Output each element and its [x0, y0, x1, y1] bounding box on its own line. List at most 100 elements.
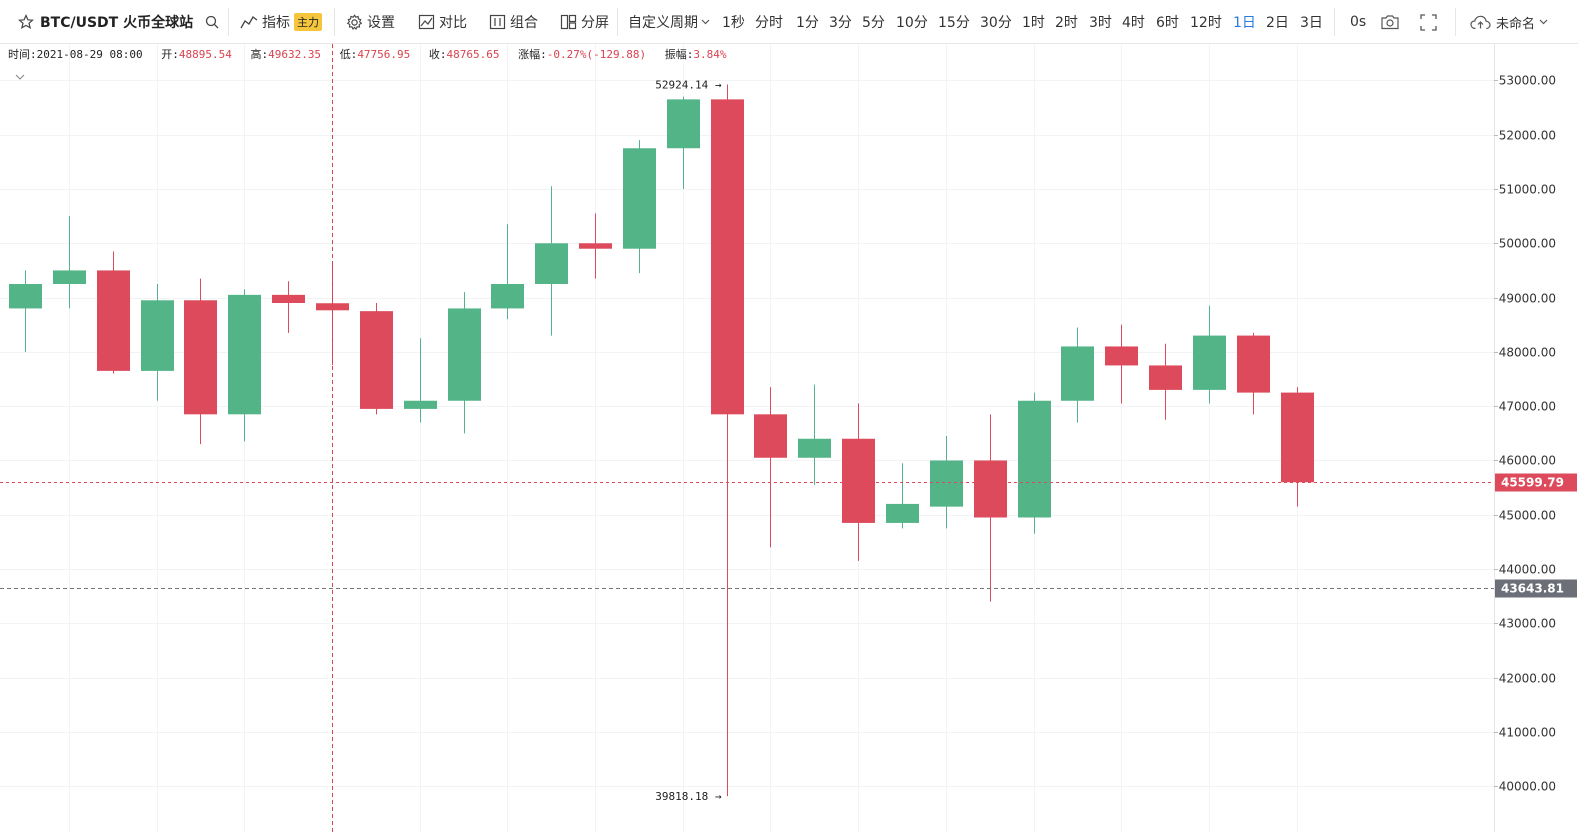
period-item[interactable]: 1时: [1022, 0, 1045, 44]
y-tick-label: 50000.00: [1499, 237, 1556, 251]
period-item-active[interactable]: 1日: [1233, 0, 1256, 44]
high-price-marker: 52924.14 →: [655, 78, 722, 91]
period-item[interactable]: 12时: [1190, 0, 1222, 44]
screenshot-button[interactable]: [1380, 0, 1400, 44]
toolbar-divider: [334, 8, 335, 36]
low-label: 低:: [339, 48, 358, 61]
period-item[interactable]: 分时: [755, 0, 783, 44]
period-label: 4时: [1122, 15, 1145, 31]
candle-body: [1105, 346, 1138, 366]
fullscreen-icon: [1420, 13, 1437, 31]
y-tick-label: 45000.00: [1499, 509, 1556, 523]
period-item[interactable]: 5分: [862, 0, 885, 44]
change-label: 涨幅:: [518, 48, 547, 61]
layout-save-button[interactable]: 未命名: [1470, 0, 1548, 44]
y-tick-label: 52000.00: [1499, 129, 1556, 143]
period-label: 1日: [1233, 15, 1256, 31]
crosshair-price-tag: [1495, 579, 1577, 598]
last-price-label: 45599.79: [1501, 476, 1564, 490]
change-value: -0.27%(-129.88): [546, 48, 647, 61]
search-icon[interactable]: [205, 15, 219, 29]
period-item[interactable]: 15分: [938, 0, 970, 44]
collapse-legend-icon[interactable]: [14, 66, 26, 85]
toolbar-divider: [228, 8, 229, 36]
indicator-button[interactable]: 指标 主力: [240, 0, 322, 44]
period-label: 15分: [938, 15, 970, 31]
toolbar-divider: [617, 8, 618, 36]
candle-body: [448, 308, 481, 401]
plot-area: [0, 44, 1494, 832]
price-axis: [1494, 44, 1578, 832]
period-item[interactable]: 1分: [796, 0, 819, 44]
countdown: 0s: [1350, 0, 1366, 44]
gear-icon: [346, 13, 363, 31]
period-item[interactable]: 30分: [980, 0, 1012, 44]
period-item[interactable]: 3日: [1300, 0, 1323, 44]
layout-name: 未命名: [1496, 16, 1536, 32]
time-label: 时间:: [8, 48, 37, 61]
custom-period-dropdown[interactable]: 自定义周期: [628, 0, 710, 44]
period-label: 6时: [1156, 15, 1179, 31]
period-item[interactable]: 3时: [1089, 0, 1112, 44]
candle-body: [974, 460, 1007, 518]
chevron-down-icon: [701, 19, 710, 25]
custom-period-label: 自定义周期: [628, 15, 698, 31]
candle-body: [1149, 365, 1182, 390]
candle-body: [1193, 335, 1226, 390]
period-label: 1时: [1022, 15, 1045, 31]
period-label: 30分: [980, 15, 1012, 31]
combo-button[interactable]: 组合: [489, 0, 538, 44]
symbol-selector[interactable]: BTC/USDT 火币全球站: [18, 0, 219, 44]
period-label: 10分: [896, 15, 928, 31]
ohlc-legend: 时间:2021-08-29 08:00 开:48895.54 高:49632.3…: [8, 46, 739, 62]
chevron-down-icon: [1539, 19, 1548, 25]
period-label: 1秒: [722, 15, 745, 31]
candle-body: [754, 414, 787, 458]
y-tick-label: 41000.00: [1499, 726, 1556, 740]
open-label: 开:: [161, 48, 179, 61]
split-screen-label: 分屏: [581, 15, 609, 31]
candle-body: [184, 300, 217, 415]
toolbar: BTC/USDT 火币全球站 指标 主力 设置 对比 组合 分屏: [0, 0, 1578, 44]
period-item[interactable]: 4时: [1122, 0, 1145, 44]
countdown-label: 0s: [1350, 14, 1367, 30]
y-tick-label: 44000.00: [1499, 563, 1556, 577]
candle-body: [141, 300, 174, 371]
candle-body: [272, 294, 305, 304]
time-value: 2021-08-29 08:00: [36, 48, 143, 61]
split-screen-button[interactable]: 分屏: [560, 0, 609, 44]
period-label: 2日: [1266, 15, 1289, 31]
candle-body: [9, 284, 42, 309]
candle-body: [711, 99, 744, 415]
period-item[interactable]: 6时: [1156, 0, 1179, 44]
candle-body: [1281, 392, 1314, 483]
period-item[interactable]: 1秒: [722, 0, 745, 44]
combo-icon: [489, 14, 506, 30]
period-label: 3日: [1300, 15, 1323, 31]
symbol-label[interactable]: BTC/USDT 火币全球站: [40, 15, 194, 31]
settings-label: 设置: [367, 15, 395, 31]
settings-button[interactable]: 设置: [346, 0, 395, 44]
candle-body: [930, 460, 963, 507]
period-item[interactable]: 2日: [1266, 0, 1289, 44]
candle-body: [1237, 335, 1270, 393]
star-icon[interactable]: [18, 14, 34, 30]
crosshair-price-label: 43643.81: [1501, 582, 1564, 596]
y-tick-label: 49000.00: [1499, 292, 1556, 306]
candle-body: [360, 311, 393, 409]
period-item[interactable]: 10分: [896, 0, 928, 44]
fullscreen-button[interactable]: [1420, 0, 1437, 44]
combo-label: 组合: [510, 15, 538, 31]
period-label: 3时: [1089, 15, 1112, 31]
period-item[interactable]: 2时: [1055, 0, 1078, 44]
high-value: 49632.35: [268, 48, 322, 61]
y-tick-label: 48000.00: [1499, 346, 1556, 360]
compare-button[interactable]: 对比: [418, 0, 467, 44]
candle-body: [623, 148, 656, 249]
compare-label: 对比: [439, 15, 467, 31]
low-value: 47756.95: [357, 48, 411, 61]
candle-body: [228, 294, 261, 415]
period-item[interactable]: 3分: [829, 0, 852, 44]
candlestick-chart[interactable]: 40000.00 41000.00 42000.00 43000.00 44000.00…: [0, 44, 1578, 832]
compare-icon: [418, 14, 435, 30]
